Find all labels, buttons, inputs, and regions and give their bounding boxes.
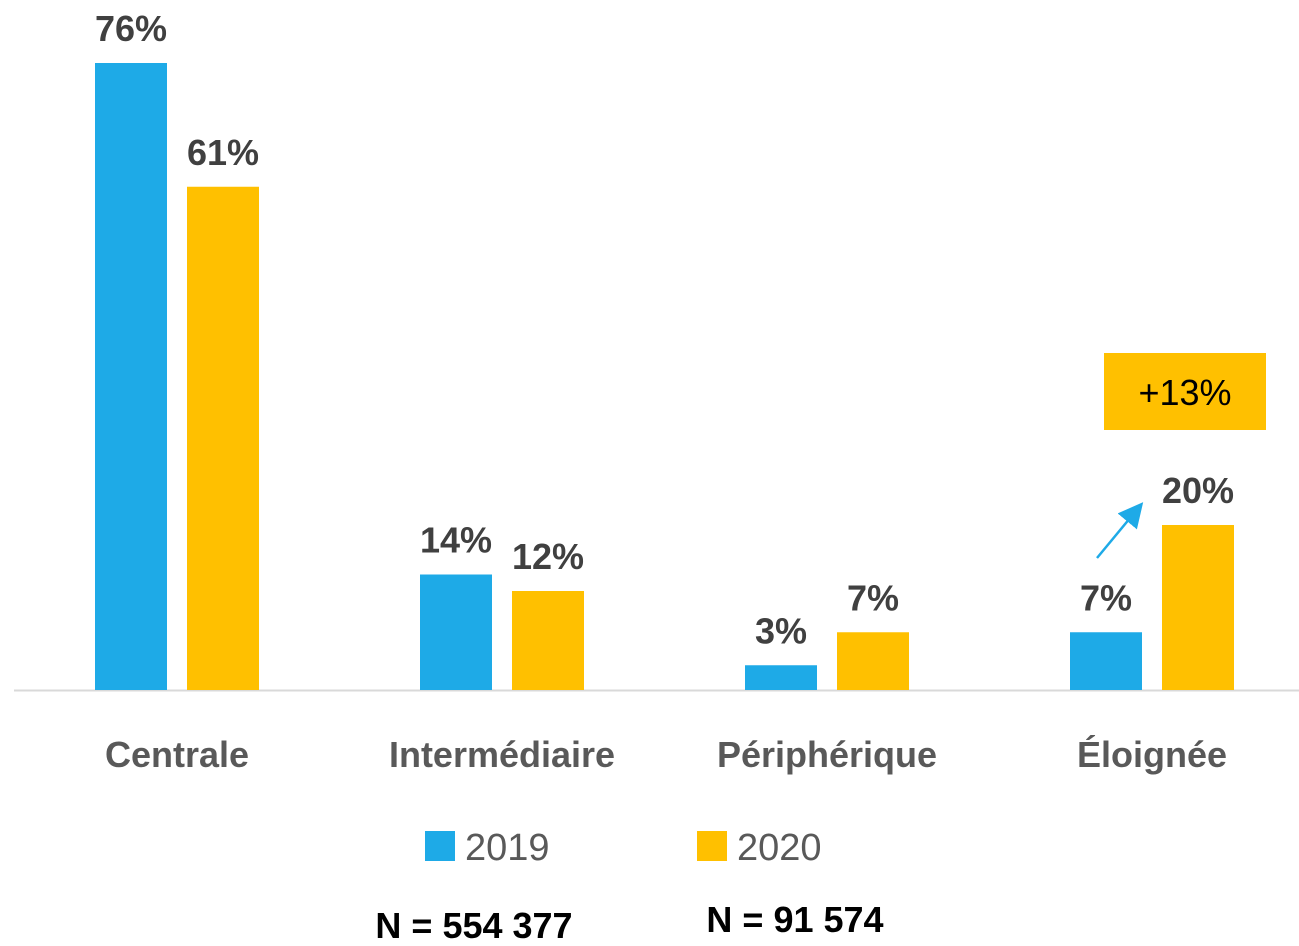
data-label: 14% [420, 520, 492, 561]
x-tick-label: Intermédiaire [389, 734, 615, 775]
x-tick-label: Éloignée [1077, 734, 1227, 775]
data-label: 61% [187, 132, 259, 173]
data-label: 12% [512, 536, 584, 577]
data-label: 7% [1080, 577, 1132, 618]
bar [95, 63, 167, 690]
bar [837, 632, 909, 690]
data-label: 20% [1162, 470, 1234, 511]
legend-label: 2020 [737, 827, 822, 869]
arrow [1096, 502, 1144, 559]
sample-size: N = 554 377 [375, 905, 572, 946]
bar [745, 665, 817, 690]
data-label: 76% [95, 8, 167, 49]
sample-size: N = 91 574 [706, 899, 883, 940]
annotation-box [1104, 353, 1266, 430]
legend-label: 2019 [465, 827, 550, 869]
bar [1070, 632, 1142, 690]
legend-swatch [697, 831, 727, 861]
data-label: 7% [847, 577, 899, 618]
legend-swatch [425, 831, 455, 861]
data-label: 3% [755, 610, 807, 651]
bar [420, 574, 492, 690]
x-tick-label: Centrale [105, 734, 249, 775]
bar [1162, 525, 1234, 690]
x-tick-label: Périphérique [717, 734, 937, 775]
annotation: +13% [1138, 372, 1231, 413]
bar [187, 186, 259, 690]
bar [512, 591, 584, 690]
